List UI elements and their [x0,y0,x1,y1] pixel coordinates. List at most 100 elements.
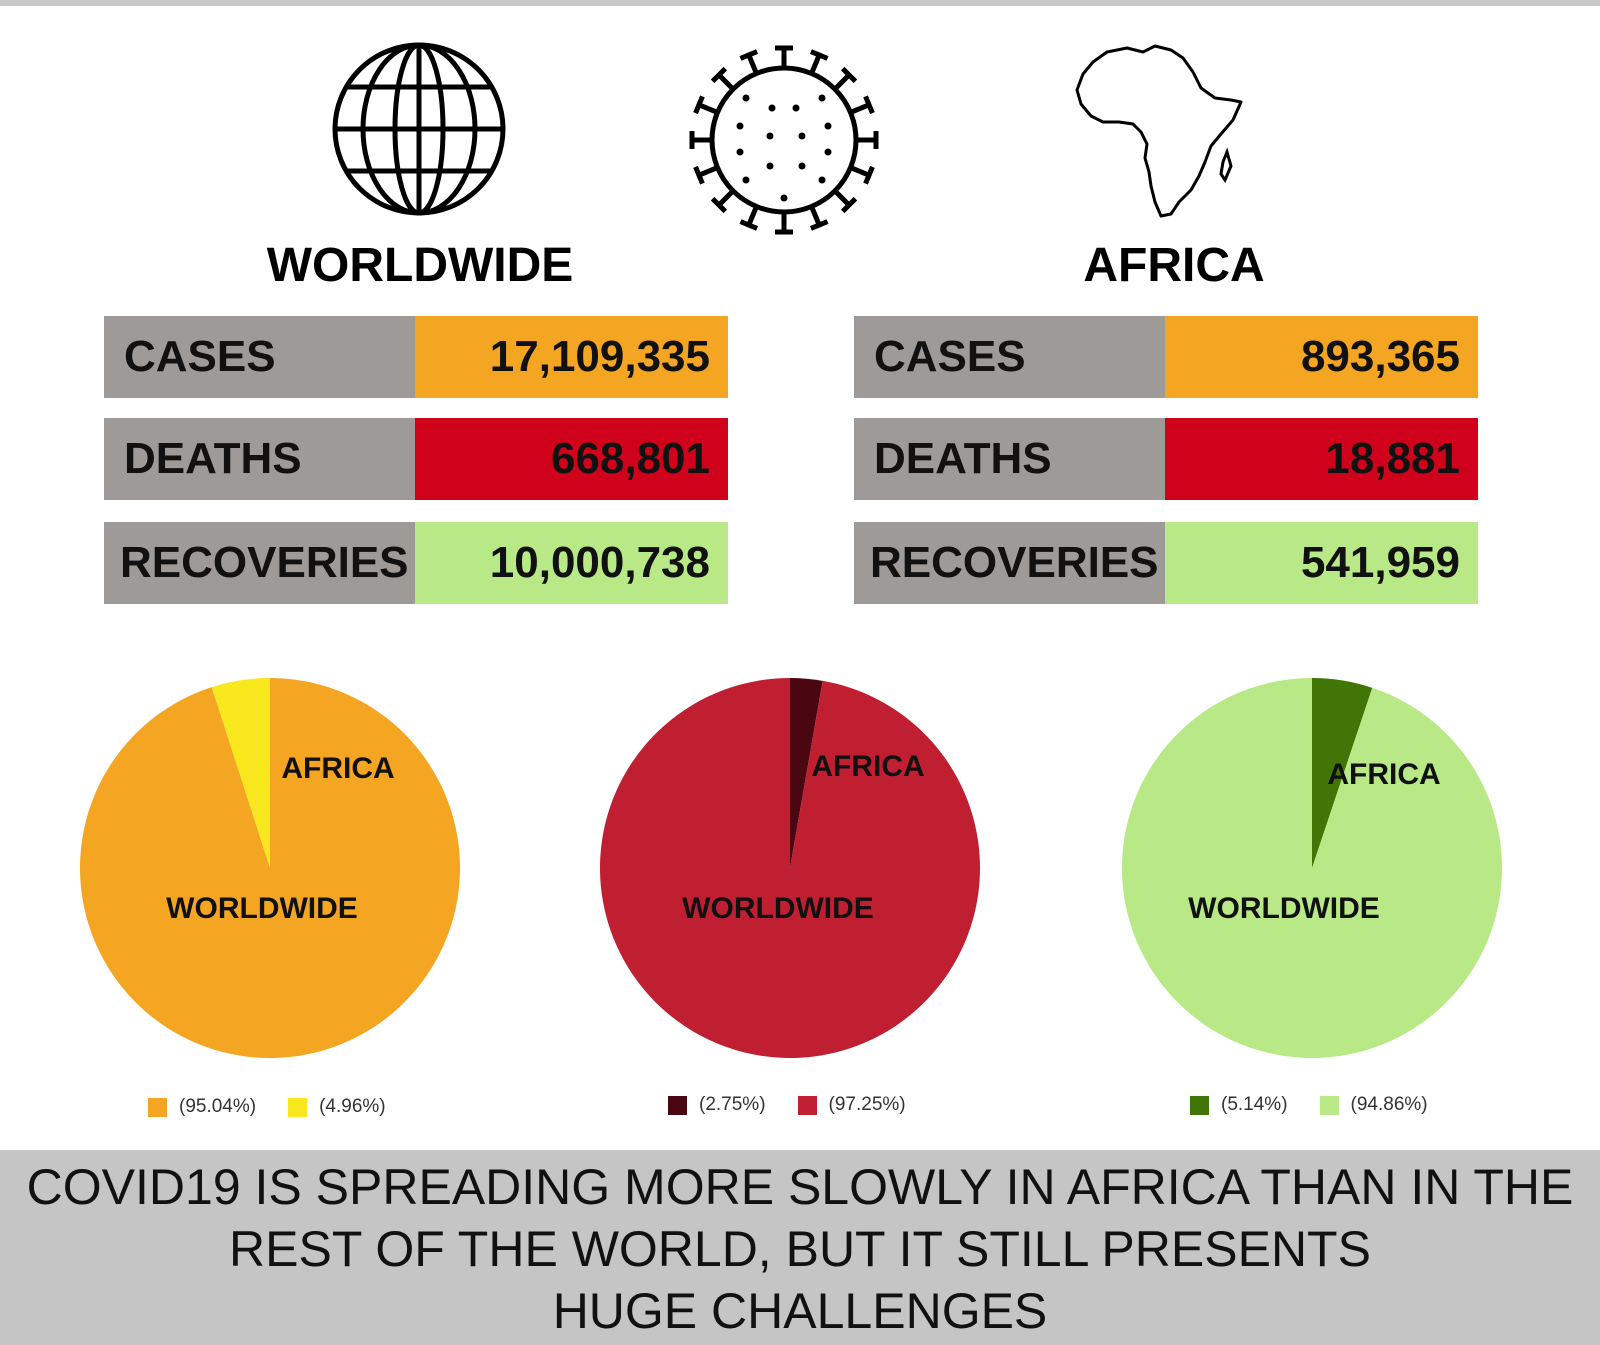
virus-dot [780,194,788,202]
legend-swatch [797,1095,817,1115]
legend-item: (95.04%) [148,1096,256,1118]
worldwide-recoveries-row: RECOVERIES 10,000,738 [104,522,728,604]
legend-label: (95.04%) [179,1096,257,1117]
pie-slice-africa [790,678,823,868]
legend-item: (4.96%) [288,1096,386,1118]
virus-spike [809,54,822,75]
deaths-pie-chart: AFRICA WORLDWIDE [600,678,980,1058]
legend-item: (94.86%) [1319,1094,1428,1116]
legend-swatch [668,1095,687,1115]
virus-dot [798,132,806,140]
virus-spike-cap [710,196,728,214]
pie-slice-worldwide [600,678,980,1058]
globe-icon [330,40,508,223]
legend-item: (2.75%) [668,1094,766,1116]
legend-label: (5.14%) [1221,1094,1288,1115]
virus-dot [824,148,832,156]
virus-spike [833,73,851,91]
recoveries-legend: (5.14%) (94.86%) [1190,1094,1460,1116]
virus-spike-cap [739,219,759,231]
virus-spike [746,205,759,226]
virus-dot [736,148,744,156]
cases-pie-chart: WORLDWIDE AFRICA [80,678,461,1058]
legend-item: (5.14%) [1190,1094,1288,1116]
legend-swatch [288,1097,308,1117]
virus-spike-cap [693,165,705,185]
stat-label: CASES [854,316,1165,398]
top-strip [0,0,1600,6]
virus-spike-cap [863,95,875,115]
virus-spike-cap [840,66,858,84]
pie-label-worldwide: WORLDWIDE [166,892,358,925]
virus-dot [742,94,750,102]
legend-swatch [148,1097,167,1117]
virus-spike [833,189,851,207]
virus-spike-cap [809,49,829,61]
legend-label: (97.25%) [828,1094,906,1115]
virus-spike [698,102,719,115]
footer-line: HUGE CHALLENGES [552,1283,1048,1339]
virus-dot [736,122,744,130]
africa-recoveries-row: RECOVERIES 541,959 [854,522,1478,604]
stat-value: 10,000,738 [415,522,728,604]
stat-label: RECOVERIES [104,522,415,604]
virus-dot [766,162,774,170]
legend-label: (94.86%) [1350,1094,1428,1115]
legend-label: (4.96%) [319,1096,386,1117]
stat-label: DEATHS [104,418,415,500]
pie-label-africa: AFRICA [281,752,394,785]
africa-map-icon [1075,42,1245,227]
deaths-legend: (2.75%) (97.25%) [668,1094,938,1116]
africa-title: AFRICA [1083,239,1265,292]
stat-label: RECOVERIES [854,522,1165,604]
virus-spike-cap [710,66,728,84]
stat-label: CASES [104,316,415,398]
virus-dot [792,104,800,112]
virus-dot [818,176,826,184]
stat-value: 668,801 [415,418,728,500]
africa-cases-row: CASES 893,365 [854,316,1478,398]
virus-spike-cap [809,219,829,231]
stat-value: 17,109,335 [415,316,728,398]
worldwide-deaths-row: DEATHS 668,801 [104,418,728,500]
footer-line: REST OF THE WORLD, BUT IT STILL PRESENTS [229,1221,1371,1277]
virus-icon [684,40,884,245]
virus-spike [849,102,870,115]
cases-legend: (95.04%) (4.96%) [148,1096,418,1118]
virus-dot [742,176,750,184]
virus-spike-cap [840,196,858,214]
stat-label: DEATHS [854,418,1165,500]
legend-swatch [1319,1095,1339,1115]
pie-label-africa: AFRICA [1327,758,1440,791]
pie-label-worldwide: WORLDWIDE [1188,892,1380,925]
virus-dot [766,132,774,140]
pie-slice-africa [211,678,270,868]
virus-spike [746,54,759,75]
virus-spike [717,73,735,91]
virus-dot [798,162,806,170]
stat-value: 541,959 [1165,522,1478,604]
virus-dot [768,104,776,112]
footer-banner: COVID19 IS SPREADING MORE SLOWLY IN AFRI… [0,1150,1600,1345]
virus-spike-cap [693,95,705,115]
recoveries-pie-chart: AFRICA WORLDWIDE [1122,678,1502,1058]
pie-slice-worldwide [1122,678,1502,1058]
virus-spike [849,165,870,178]
virus-spike [717,189,735,207]
worldwide-title: WORLDWIDE [266,239,574,292]
pie-slice-africa [1312,678,1373,868]
africa-deaths-row: DEATHS 18,881 [854,418,1478,500]
virus-spike-cap [739,49,759,61]
worldwide-cases-row: CASES 17,109,335 [104,316,728,398]
legend-label: (2.75%) [699,1094,766,1115]
virus-spike [698,165,719,178]
virus-dot [818,94,826,102]
legend-item: (97.25%) [797,1094,906,1116]
virus-dot [824,122,832,130]
pie-label-worldwide: WORLDWIDE [682,892,874,925]
legend-swatch [1190,1095,1209,1115]
stat-value: 18,881 [1165,418,1478,500]
virus-spike [809,205,822,226]
pie-slice-worldwide [80,678,461,1058]
stat-value: 893,365 [1165,316,1478,398]
